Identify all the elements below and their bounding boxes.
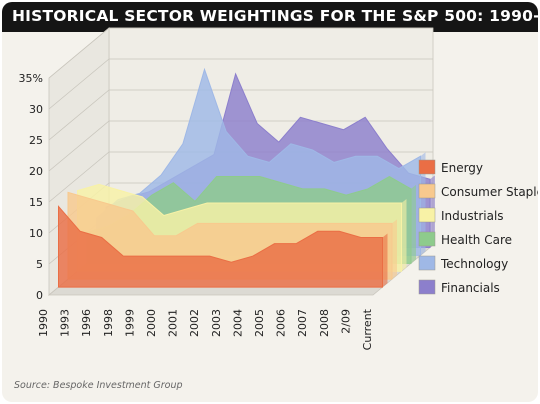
area-side — [382, 233, 388, 288]
y-tick-label: 15 — [29, 196, 43, 209]
legend-label: Energy — [441, 161, 483, 175]
x-tick-label: 2000 — [145, 309, 158, 337]
legend-label: Technology — [440, 257, 508, 271]
y-tick-label: 25 — [29, 134, 43, 147]
legend-swatch — [418, 255, 436, 271]
y-tick-label: 30 — [29, 103, 43, 116]
x-tick-label: 1996 — [80, 309, 93, 337]
x-tick-label: 2002 — [188, 309, 201, 337]
title-bar: HISTORICAL SECTOR WEIGHTINGS FOR THE S&P… — [2, 2, 538, 32]
x-tick-label: 1998 — [102, 309, 115, 337]
x-tick-label: 2005 — [253, 309, 266, 337]
legend-swatch — [418, 279, 436, 295]
legend-swatch — [418, 159, 436, 175]
chart-title: HISTORICAL SECTOR WEIGHTINGS FOR THE S&P… — [12, 7, 538, 25]
legend-swatch — [418, 183, 436, 199]
legend-swatch — [418, 207, 436, 223]
x-tick-label: 2/09 — [339, 309, 352, 334]
y-tick-label: 0 — [36, 289, 43, 302]
gridline — [48, 58, 433, 110]
y-tick-label: 5 — [36, 258, 43, 271]
area-side — [392, 219, 397, 280]
gridline — [48, 27, 433, 79]
area-side — [401, 199, 407, 272]
area-side — [411, 184, 416, 264]
legend-label: Industrials — [441, 209, 504, 223]
source-note: Source: Bespoke Investment Group — [14, 380, 183, 391]
x-tick-label: 1990 — [37, 309, 50, 337]
x-tick-label: 2007 — [296, 309, 309, 337]
legend-swatch — [418, 231, 436, 247]
y-tick-label: 35% — [19, 72, 43, 85]
gridline — [48, 120, 433, 172]
x-tick-label: 2008 — [318, 309, 331, 337]
x-tick-label: 1993 — [59, 309, 72, 337]
gridline — [48, 89, 433, 141]
y-tick-label: 10 — [29, 227, 43, 240]
legend-label: Health Care — [441, 233, 512, 247]
x-tick-label: 2001 — [167, 309, 180, 337]
x-tick-label: Current — [361, 308, 374, 350]
legend-label: Consumer Staples — [441, 185, 538, 199]
y-tick-label: 20 — [29, 165, 43, 178]
x-tick-label: 2004 — [231, 309, 244, 337]
x-tick-label: 2003 — [210, 309, 223, 337]
area-side — [420, 152, 426, 256]
x-tick-label: 2006 — [275, 309, 288, 337]
legend-label: Financials — [441, 281, 500, 295]
x-tick-label: 1999 — [123, 309, 136, 337]
